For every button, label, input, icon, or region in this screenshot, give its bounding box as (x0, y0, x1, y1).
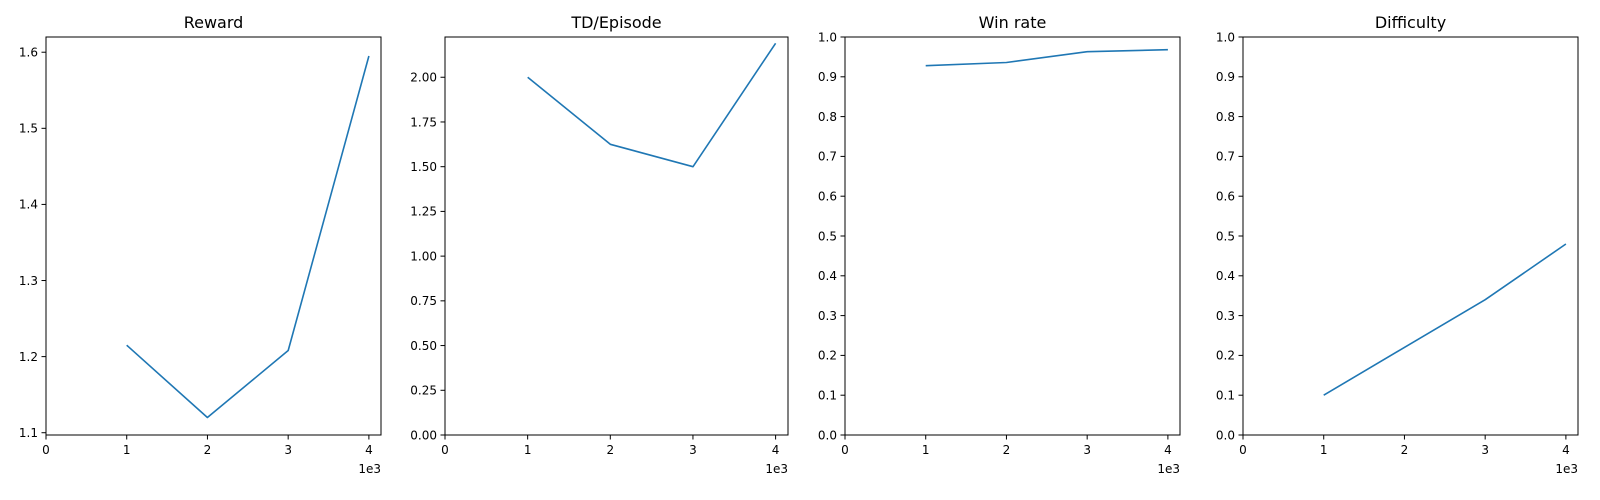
series-line (925, 48, 1168, 67)
x-offset-label: 1e3 (1157, 462, 1180, 476)
x-tick-label: 0 (441, 443, 449, 457)
y-tick-label: 0.3 (1216, 309, 1235, 323)
y-tick-label: 1.50 (410, 160, 437, 174)
y-tick-label: 1.0 (1216, 30, 1235, 44)
chart-title: Win rate (979, 13, 1047, 32)
subplot-1: Reward 0 1 2 3 4 1e3 1.1 1.2 1.3 1.4 1.5 1.6 (19, 13, 382, 476)
x-tick-label: 2 (606, 443, 614, 457)
x-tick-label: 3 (284, 443, 292, 457)
y-tick-label: 1.5 (19, 122, 38, 136)
x-tick-label: 4 (365, 443, 373, 457)
y-tick-label: 0.0 (818, 428, 837, 442)
y-tick-label: 0.75 (410, 294, 437, 308)
x-tick-label: 3 (1083, 443, 1091, 457)
y-tick-label: 0.6 (1216, 190, 1235, 204)
y-tick-label: 0.3 (818, 309, 837, 323)
subplot-2: TD/Episode 0 1 2 3 4 1e3 0.00 0.25 0.50 0.75 1.00 1.… (410, 13, 789, 476)
y-tick-label: 0.7 (818, 150, 837, 164)
y-tick-label: 0.7 (1216, 150, 1235, 164)
y-tick-label: 1.1 (19, 426, 38, 440)
y-tick-label: 1.75 (410, 115, 437, 129)
x-tick-label: 1 (123, 443, 131, 457)
x-tick-label: 0 (42, 443, 50, 457)
y-tick-label: 1.25 (410, 205, 437, 219)
series-line (126, 55, 370, 419)
y-tick-label: 1.4 (19, 198, 38, 212)
x-tick-label: 2 (1401, 443, 1409, 457)
x-tick-label: 4 (1562, 443, 1570, 457)
y-tick-label: 0.9 (818, 70, 837, 84)
x-tick-label: 3 (689, 443, 697, 457)
x-tick-label: 0 (841, 443, 849, 457)
axes-frame (45, 36, 382, 436)
x-tick-label: 0 (1239, 443, 1247, 457)
y-tick-label: 0.00 (410, 428, 437, 442)
x-offset-label: 1e3 (358, 462, 381, 476)
y-tick-label: 1.0 (818, 30, 837, 44)
y-tick-label: 0.1 (1216, 389, 1235, 403)
y-tick-label: 0.2 (1216, 349, 1235, 363)
y-tick-label: 1.6 (19, 46, 38, 60)
y-tick-label: 0.5 (818, 229, 837, 243)
subplot-3: Win rate 0 1 2 3 4 1e3 0.0 0.1 0.2 0.3 0.4 0.5 0.6 0.7… (818, 13, 1181, 476)
x-tick-label: 1 (1320, 443, 1328, 457)
series-line (527, 42, 777, 168)
x-tick-label: 3 (1481, 443, 1489, 457)
y-tick-label: 0.4 (1216, 269, 1235, 283)
x-tick-label: 4 (772, 443, 780, 457)
y-tick-label: 0.6 (818, 190, 837, 204)
y-tick-label: 0.1 (818, 389, 837, 403)
y-tick-label: 0.2 (818, 349, 837, 363)
y-tick-label: 0.4 (818, 269, 837, 283)
x-offset-label: 1e3 (1555, 462, 1578, 476)
chart-title: TD/Episode (570, 13, 661, 32)
x-tick-label: 4 (1164, 443, 1172, 457)
chart-title: Difficulty (1375, 13, 1446, 32)
y-tick-label: 1.00 (410, 249, 437, 263)
y-tick-label: 0.50 (410, 339, 437, 353)
y-tick-label: 0.9 (1216, 70, 1235, 84)
x-tick-label: 2 (1003, 443, 1011, 457)
y-tick-label: 0.25 (410, 384, 437, 398)
x-tick-label: 1 (524, 443, 532, 457)
axes-frame (844, 36, 1181, 436)
y-tick-label: 0.0 (1216, 428, 1235, 442)
subplot-4: Difficulty 0 1 2 3 4 1e3 0.0 0.1 0.2 0.3 0.4 0.5 0.6 0… (1216, 13, 1579, 476)
axes-frame (444, 36, 789, 436)
y-tick-label: 0.8 (1216, 110, 1235, 124)
x-tick-label: 1 (922, 443, 930, 457)
chart-title: Reward (184, 13, 244, 32)
x-offset-label: 1e3 (765, 462, 788, 476)
y-tick-label: 1.3 (19, 274, 38, 288)
y-tick-label: 2.00 (410, 71, 437, 85)
y-tick-label: 0.5 (1216, 229, 1235, 243)
y-tick-label: 0.8 (818, 110, 837, 124)
axes-frame (1242, 36, 1579, 436)
y-tick-label: 1.2 (19, 350, 38, 364)
series-line (1323, 243, 1567, 396)
x-tick-label: 2 (204, 443, 212, 457)
